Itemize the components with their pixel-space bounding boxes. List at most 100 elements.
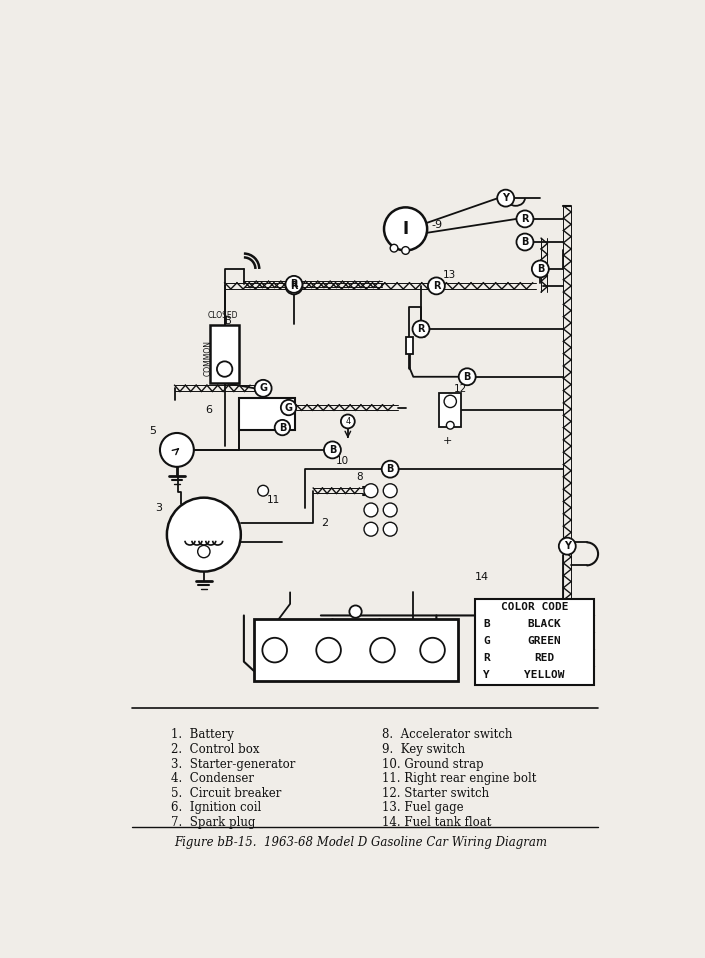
Circle shape (341, 415, 355, 428)
Circle shape (381, 461, 398, 478)
Text: +: + (443, 436, 453, 445)
Text: 14: 14 (475, 572, 489, 582)
Circle shape (281, 399, 296, 415)
Text: YELLOW: YELLOW (524, 670, 565, 680)
Text: 1: 1 (502, 599, 509, 609)
Text: Figure bB-15.  1963-68 Model D Gasoline Car Wiring Diagram: Figure bB-15. 1963-68 Model D Gasoline C… (174, 836, 547, 849)
Text: 5: 5 (149, 425, 156, 436)
Circle shape (286, 278, 302, 294)
Text: Y: Y (502, 194, 509, 203)
Circle shape (446, 422, 454, 429)
Circle shape (532, 261, 548, 278)
Text: B: B (278, 422, 286, 433)
Circle shape (317, 638, 341, 662)
Circle shape (517, 234, 534, 250)
Text: +: + (252, 401, 263, 414)
Text: B: B (463, 372, 471, 381)
Bar (439, 393, 461, 427)
Text: G: G (259, 383, 267, 394)
Text: 10: 10 (336, 456, 350, 467)
Text: B: B (225, 316, 232, 327)
Text: 8: 8 (356, 472, 362, 482)
Text: R: R (417, 324, 424, 334)
Text: 7.  Spark plug: 7. Spark plug (171, 816, 255, 829)
Circle shape (324, 442, 341, 458)
Bar (254, 619, 458, 681)
Text: 8.  Accelerator switch: 8. Accelerator switch (383, 728, 513, 741)
Bar (210, 325, 239, 382)
Circle shape (420, 638, 445, 662)
Circle shape (370, 638, 395, 662)
Circle shape (364, 522, 378, 536)
Text: B: B (521, 237, 529, 247)
Circle shape (286, 276, 302, 293)
Circle shape (384, 503, 397, 517)
Bar (405, 337, 413, 354)
Text: 5.  Circuit breaker: 5. Circuit breaker (171, 787, 281, 800)
Text: R: R (433, 281, 440, 291)
Text: B: B (483, 619, 490, 629)
Circle shape (167, 497, 241, 572)
Text: 2: 2 (321, 518, 328, 528)
Text: G: G (285, 402, 293, 413)
Circle shape (497, 190, 514, 207)
Text: Y: Y (483, 670, 490, 680)
Text: 1.  Battery: 1. Battery (171, 728, 233, 741)
Text: 4: 4 (345, 417, 350, 426)
Text: 11: 11 (267, 495, 280, 505)
Text: COMMON: COMMON (203, 339, 212, 376)
Circle shape (412, 321, 429, 337)
Text: B: B (386, 465, 394, 474)
Text: GREEN: GREEN (527, 636, 561, 646)
Circle shape (197, 545, 210, 558)
Text: 10. Ground strap: 10. Ground strap (383, 758, 484, 770)
Text: I: I (403, 220, 409, 238)
Text: 13: 13 (443, 270, 456, 280)
Text: 6.  Ignition coil: 6. Ignition coil (171, 802, 261, 814)
Circle shape (364, 503, 378, 517)
Text: -: - (326, 658, 332, 673)
Text: 13. Fuel gage: 13. Fuel gage (383, 802, 464, 814)
Text: -9: -9 (431, 220, 442, 230)
Text: +: + (399, 658, 412, 673)
Text: 14. Fuel tank float: 14. Fuel tank float (383, 816, 492, 829)
Text: R: R (290, 281, 298, 291)
Circle shape (384, 484, 397, 497)
Bar (475, 599, 594, 685)
Text: 4.  Condenser: 4. Condenser (171, 772, 254, 786)
Circle shape (258, 486, 269, 496)
Circle shape (160, 433, 194, 467)
Circle shape (517, 211, 534, 227)
Text: G: G (483, 636, 490, 646)
Text: CLOSED: CLOSED (208, 310, 238, 320)
Circle shape (217, 361, 233, 376)
Text: RED: RED (534, 652, 554, 663)
Circle shape (402, 246, 410, 254)
Text: 3.  Starter-generator: 3. Starter-generator (171, 758, 295, 770)
Bar (239, 398, 295, 430)
Text: B: B (329, 445, 336, 455)
Text: BLACK: BLACK (527, 619, 561, 629)
Text: B: B (537, 264, 544, 274)
Circle shape (459, 368, 476, 385)
Text: Y: Y (564, 541, 571, 551)
Text: R: R (483, 652, 490, 663)
Circle shape (384, 522, 397, 536)
Text: -7: -7 (419, 331, 430, 340)
Circle shape (390, 244, 398, 252)
Circle shape (275, 420, 290, 435)
Circle shape (384, 207, 427, 250)
Text: 2.  Control box: 2. Control box (171, 743, 259, 756)
Text: 3: 3 (156, 503, 163, 513)
Circle shape (364, 484, 378, 497)
Text: 12: 12 (454, 384, 467, 394)
Text: 11. Right rear engine bolt: 11. Right rear engine bolt (383, 772, 537, 786)
Text: COLOR CODE: COLOR CODE (501, 602, 568, 612)
Circle shape (262, 638, 287, 662)
Text: R: R (290, 280, 298, 289)
Text: 12. Starter switch: 12. Starter switch (383, 787, 489, 800)
Circle shape (444, 396, 456, 407)
Text: 9.  Key switch: 9. Key switch (383, 743, 465, 756)
Circle shape (428, 278, 445, 294)
Text: -: - (255, 414, 260, 426)
